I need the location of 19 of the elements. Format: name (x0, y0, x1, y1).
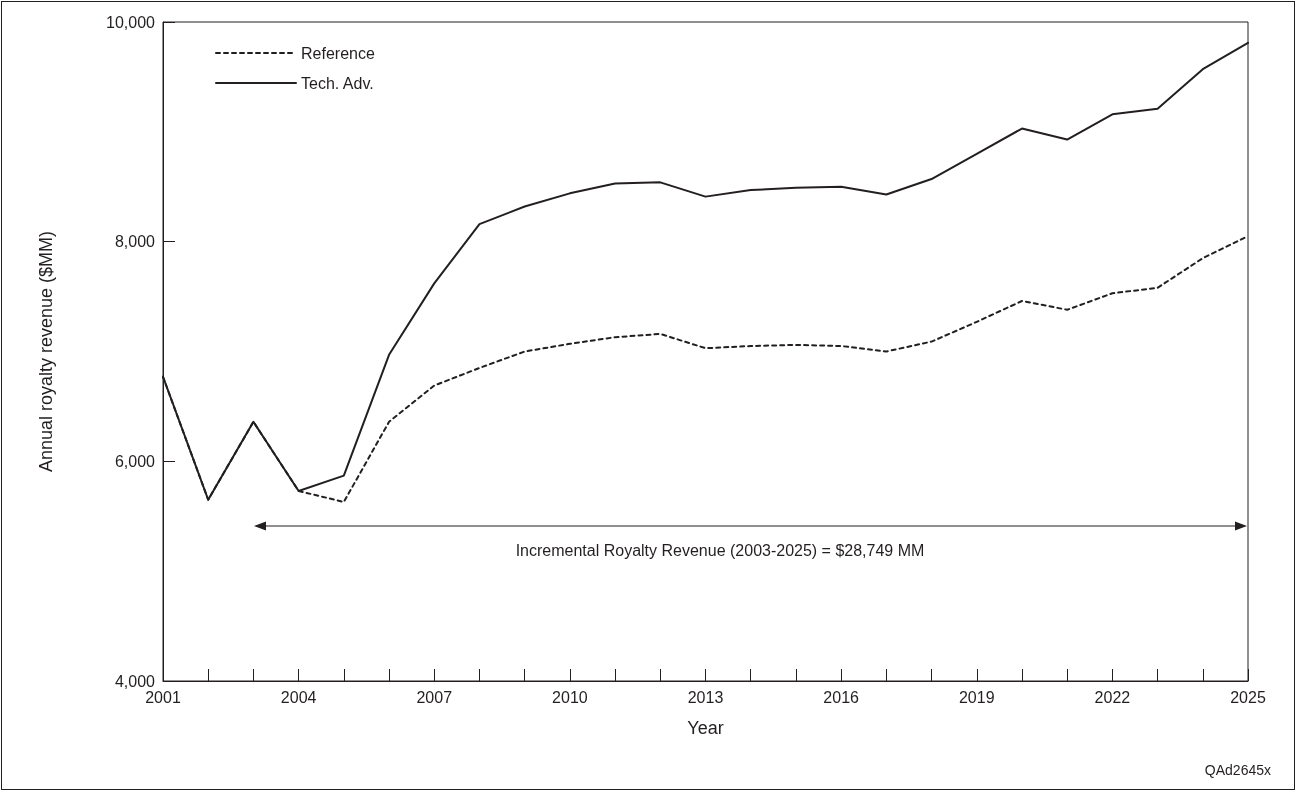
legend-label: Tech. Adv. (301, 74, 374, 92)
x-axis-title: Year (687, 718, 724, 738)
y-tick-label: 4,000 (114, 672, 156, 690)
y-tick-label: 10,000 (106, 13, 156, 31)
x-tick-label: 2019 (958, 688, 995, 706)
x-tick-label: 2013 (687, 688, 724, 706)
x-tick-label: 2022 (1094, 688, 1131, 706)
x-tick-label: 2004 (280, 688, 317, 706)
text: QAd2645x (1204, 762, 1272, 778)
y-axis-title: Annual royalty revenue ($MM) (36, 230, 56, 473)
annotation: Incremental Royalty Revenue (2003-2025) = $28,749 MM (515, 541, 925, 559)
legend-label: Reference (301, 44, 375, 62)
y-tick-label: 8,000 (114, 233, 156, 251)
x-tick-label: 2010 (552, 688, 588, 706)
x-tick-label: 2025 (1230, 688, 1266, 706)
x-tick-label: 2007 (416, 688, 453, 706)
y-tick-label: 6,000 (114, 452, 156, 470)
x-tick-label: 2001 (145, 688, 181, 706)
x-tick-label: 2016 (823, 688, 860, 706)
